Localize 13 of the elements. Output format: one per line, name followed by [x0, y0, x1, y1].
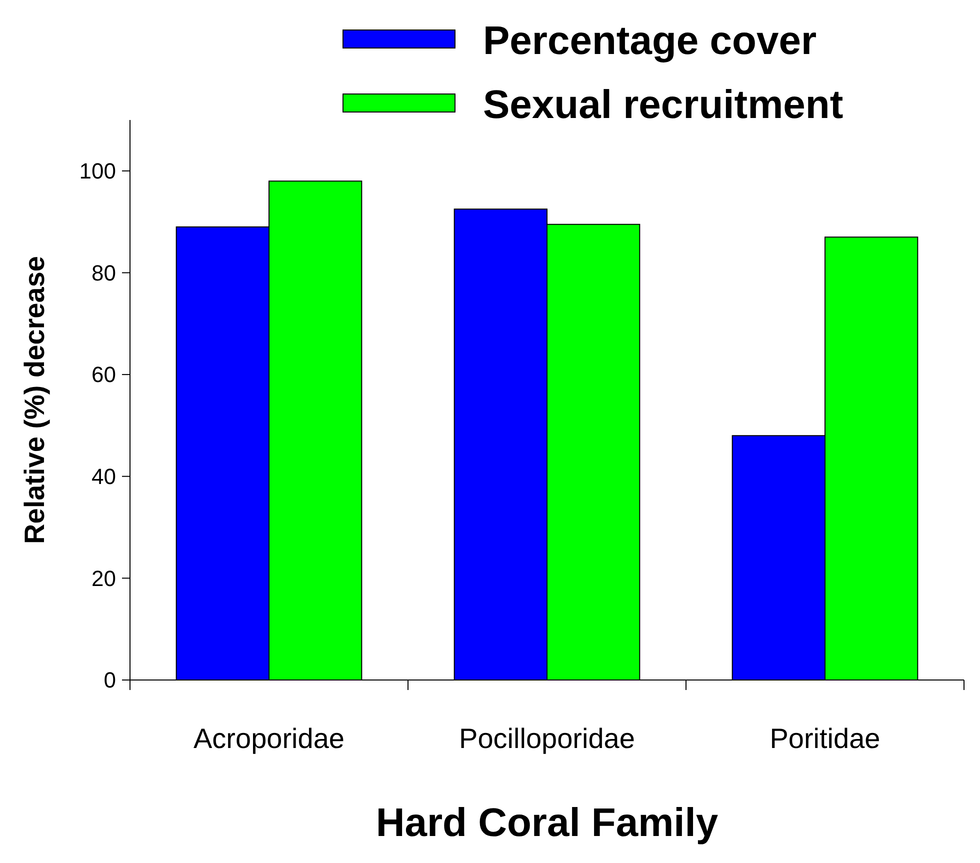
legend-label: Sexual recruitment — [483, 83, 844, 127]
legend-label: Percentage cover — [483, 19, 817, 63]
x-tick-label: Acroporidae — [194, 723, 344, 754]
x-axis-title: Hard Coral Family — [376, 801, 719, 845]
y-tick-label: 100 — [79, 158, 116, 184]
y-tick-label: 80 — [92, 260, 116, 286]
y-axis-title: Relative (%) decrease — [19, 256, 50, 544]
y-tick-label: 20 — [92, 566, 116, 591]
y-tick-label: 0 — [104, 668, 116, 693]
y-tick-label: 60 — [92, 362, 116, 388]
y-tick-label: 40 — [92, 464, 116, 490]
x-tick-label: Poritidae — [770, 723, 880, 754]
x-tick-label: Pocilloporidae — [459, 723, 635, 754]
